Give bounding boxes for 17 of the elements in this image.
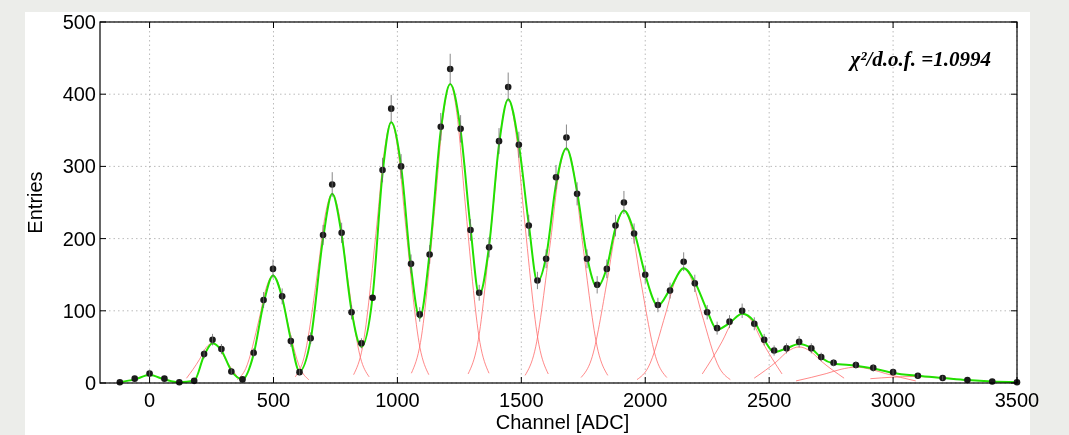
x-tick-label: 2000 (622, 389, 668, 411)
y-axis-title: Entries (24, 171, 46, 234)
y-tick-label: 100 (62, 299, 96, 322)
y-tick-label: 200 (62, 227, 96, 250)
y-tick-label: 500 (62, 11, 96, 33)
x-tick-label: 500 (256, 389, 291, 411)
x-tick-label: 1000 (375, 389, 420, 411)
x-tick-label: 2500 (746, 389, 792, 411)
x-tick-label: 0 (144, 389, 156, 411)
x-tick-label: 3500 (994, 389, 1040, 411)
x-tick-label: 1500 (499, 389, 544, 411)
annotation: χ²/d.o.f. =1.0994 (847, 47, 991, 71)
y-tick-label: 0 (84, 372, 96, 394)
x-axis-title: Channel [ADC] (495, 411, 630, 433)
y-tick-label: 300 (62, 155, 96, 178)
x-tick-label: 3000 (870, 389, 916, 411)
y-tick-label: 400 (62, 83, 96, 106)
